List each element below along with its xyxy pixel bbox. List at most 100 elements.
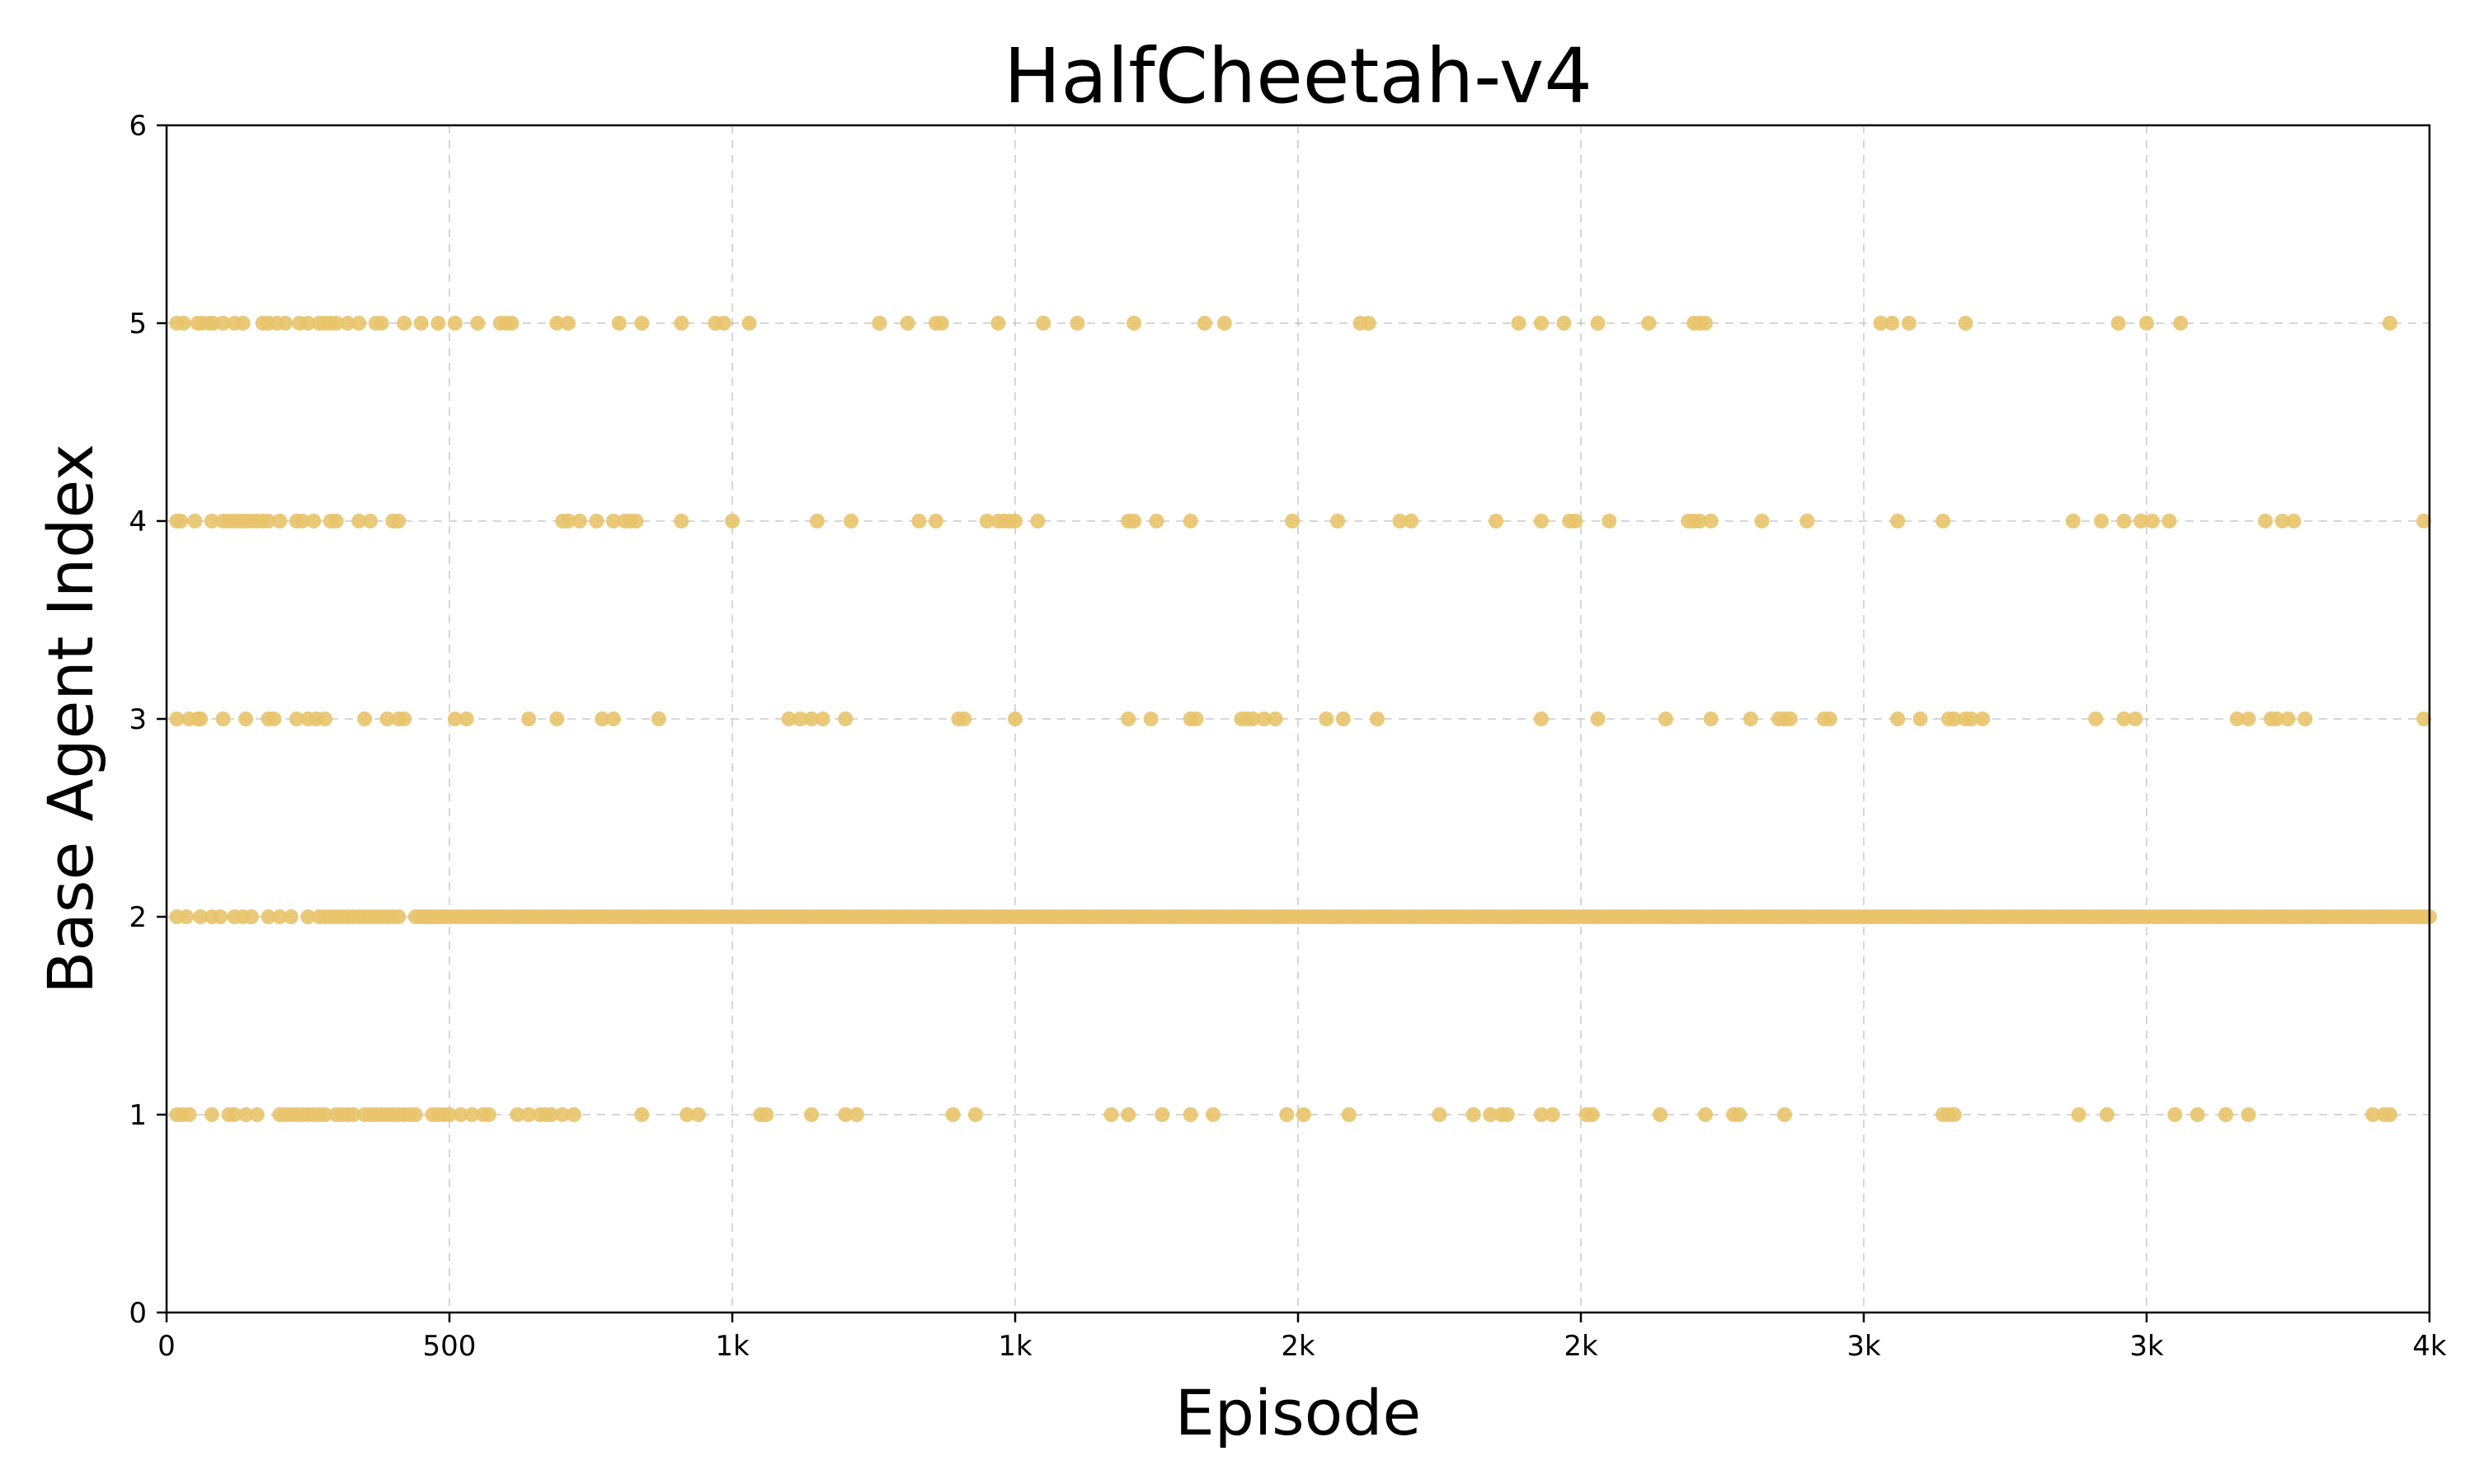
data-point bbox=[300, 909, 316, 924]
x-tick-label: 0 bbox=[158, 1330, 176, 1363]
data-point bbox=[872, 316, 887, 331]
data-point bbox=[1103, 1107, 1119, 1122]
chart-title: HalfCheetah-v4 bbox=[1004, 32, 1592, 120]
data-point bbox=[543, 1107, 559, 1122]
data-point bbox=[1703, 514, 1719, 528]
data-point bbox=[521, 1107, 537, 1122]
y-tick-label: 0 bbox=[129, 1297, 147, 1330]
data-point bbox=[1216, 316, 1232, 331]
data-point bbox=[674, 514, 689, 528]
data-point bbox=[510, 1107, 525, 1122]
data-point bbox=[2218, 1107, 2234, 1122]
data-point bbox=[442, 1107, 457, 1122]
data-point bbox=[1782, 711, 1798, 726]
data-point bbox=[1584, 1107, 1600, 1122]
data-point bbox=[2189, 1107, 2205, 1122]
data-point bbox=[193, 909, 209, 924]
data-point bbox=[1545, 1107, 1560, 1122]
data-point bbox=[1743, 711, 1758, 726]
data-point bbox=[306, 514, 322, 528]
data-point bbox=[391, 514, 407, 528]
data-point bbox=[1335, 711, 1351, 726]
data-point bbox=[1890, 514, 1906, 528]
data-point bbox=[2167, 1107, 2183, 1122]
data-point bbox=[391, 909, 407, 924]
data-point bbox=[179, 909, 195, 924]
data-point bbox=[804, 711, 820, 726]
data-point bbox=[1183, 1107, 1198, 1122]
data-point bbox=[1732, 1107, 1747, 1122]
data-point bbox=[911, 514, 927, 528]
data-point bbox=[1590, 316, 1606, 331]
data-point bbox=[1330, 514, 1346, 528]
data-point bbox=[1946, 711, 1962, 726]
data-point bbox=[605, 711, 621, 726]
data-point bbox=[1206, 1107, 1221, 1122]
data-point bbox=[2241, 1107, 2256, 1122]
data-point bbox=[1126, 316, 1142, 331]
data-point bbox=[283, 909, 299, 924]
data-point bbox=[561, 514, 576, 528]
data-point bbox=[1533, 1107, 1549, 1122]
data-points bbox=[169, 316, 2437, 1122]
data-point bbox=[674, 316, 689, 331]
data-point bbox=[272, 909, 288, 924]
data-point bbox=[1279, 1107, 1295, 1122]
data-point bbox=[651, 711, 666, 726]
data-point bbox=[990, 316, 1006, 331]
y-tick-label: 4 bbox=[129, 505, 147, 538]
data-point bbox=[2365, 1107, 2381, 1122]
data-point bbox=[215, 316, 231, 331]
data-point bbox=[759, 1107, 774, 1122]
data-point bbox=[328, 316, 344, 331]
data-point bbox=[634, 316, 650, 331]
data-point bbox=[1256, 711, 1272, 726]
data-point bbox=[413, 316, 429, 331]
data-point bbox=[1653, 1107, 1668, 1122]
data-point bbox=[2382, 316, 2397, 331]
data-point bbox=[397, 316, 412, 331]
data-point bbox=[967, 1107, 983, 1122]
data-point bbox=[1245, 711, 1261, 726]
data-point bbox=[555, 1107, 571, 1122]
data-point bbox=[1533, 316, 1549, 331]
data-point bbox=[1285, 514, 1300, 528]
data-point bbox=[1822, 711, 1837, 726]
data-point bbox=[1268, 711, 1283, 726]
data-point bbox=[793, 711, 808, 726]
data-point bbox=[2116, 711, 2132, 726]
data-point bbox=[204, 1107, 219, 1122]
data-point bbox=[340, 316, 355, 331]
x-tick-label: 1k bbox=[715, 1330, 750, 1363]
data-point bbox=[690, 1107, 706, 1122]
data-point bbox=[243, 909, 259, 924]
data-point bbox=[176, 316, 191, 331]
data-point bbox=[628, 514, 644, 528]
data-point bbox=[1197, 316, 1212, 331]
data-point bbox=[957, 711, 972, 726]
x-tick-label: 3k bbox=[2129, 1330, 2164, 1363]
data-point bbox=[1568, 514, 1583, 528]
data-point bbox=[1901, 316, 1917, 331]
data-point bbox=[1556, 316, 1572, 331]
data-point bbox=[725, 514, 740, 528]
data-point bbox=[2286, 514, 2302, 528]
data-point bbox=[1188, 711, 1204, 726]
data-point bbox=[430, 316, 446, 331]
data-point bbox=[362, 514, 378, 528]
data-point bbox=[261, 514, 276, 528]
data-point bbox=[549, 316, 565, 331]
data-point bbox=[2065, 514, 2081, 528]
data-point bbox=[1697, 1107, 1713, 1122]
data-point bbox=[215, 711, 231, 726]
data-point bbox=[2133, 514, 2149, 528]
data-point bbox=[1183, 514, 1198, 528]
data-point bbox=[1912, 711, 1928, 726]
data-point bbox=[634, 1107, 650, 1122]
data-point bbox=[2229, 711, 2245, 726]
data-point bbox=[1296, 1107, 1311, 1122]
data-point bbox=[1149, 514, 1164, 528]
data-point bbox=[1590, 711, 1606, 726]
data-point bbox=[1946, 1107, 1962, 1122]
